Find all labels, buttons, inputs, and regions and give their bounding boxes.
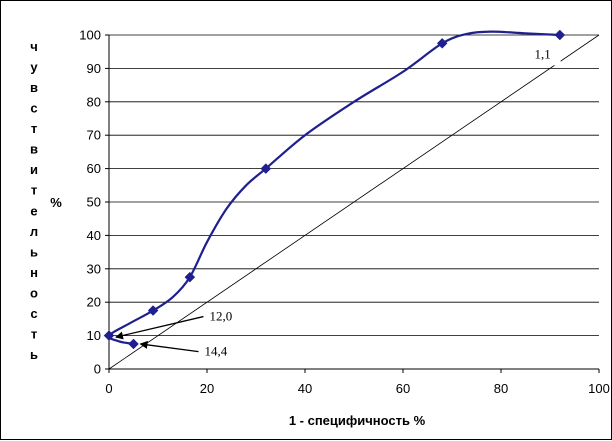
series-layer: [103, 29, 566, 350]
y-axis-title-letter: т: [31, 183, 37, 198]
x-tick-label: 20: [200, 381, 214, 396]
data-point-marker: [184, 271, 196, 283]
annotations: 1,1 12,0 14,4: [115, 43, 561, 359]
y-axis-title-letter: т: [31, 326, 37, 341]
y-axis-title-letter: с: [30, 101, 37, 116]
annotation-arrow: [115, 315, 204, 340]
x-tick-label: 0: [105, 381, 112, 396]
y-tick-label: 40: [87, 228, 101, 243]
y-tick-label: 70: [87, 128, 101, 143]
y-tick-label: 50: [87, 195, 101, 210]
x-axis-title: 1 - специфичность %: [289, 413, 426, 428]
y-axis-title-letter: е: [30, 203, 37, 218]
y-tick-label: 0: [94, 362, 101, 377]
annotation-label: 12,0: [209, 309, 232, 324]
data-point-marker: [103, 330, 115, 341]
y-axis-title-letter: с: [30, 306, 37, 321]
series-line: [107, 30, 560, 346]
y-axis-title-letter: о: [30, 285, 38, 300]
y-axis-unit: %: [50, 195, 62, 210]
diagonal-line: [108, 34, 600, 370]
annotation-label: 14,4: [205, 344, 228, 359]
data-point-marker: [147, 305, 159, 316]
y-tick-label: 30: [87, 261, 101, 276]
reference-diagonal: [108, 34, 600, 370]
y-axis-title-letter: н: [30, 265, 38, 280]
tick-labels: 0 10 20 30 40 50 60 70 80 90 100 0 20 40 60 80 100: [79, 28, 610, 397]
annotation-box: [524, 43, 561, 66]
grid-lines: [109, 34, 599, 337]
y-axis-title-letter: ь: [30, 347, 38, 362]
y-axis-title-letter: ь: [30, 244, 38, 259]
y-axis-title-letter: л: [30, 224, 38, 239]
y-tick-label: 10: [87, 328, 101, 343]
data-point-marker: [128, 338, 139, 350]
y-tick-label: 90: [87, 61, 101, 76]
x-tick-label: 60: [396, 381, 410, 396]
x-tick-label: 40: [298, 381, 312, 396]
y-axis-title-letter: и: [30, 162, 38, 177]
annotation-label: 1,1: [535, 46, 551, 61]
y-tick-label: 100: [79, 28, 101, 43]
annotation-arrow: [139, 340, 199, 353]
y-tick-label: 80: [87, 94, 101, 109]
y-axis-title-letter: ч: [30, 39, 38, 54]
y-axis-title-letter: у: [30, 60, 38, 75]
y-axis-title-letter: т: [31, 121, 37, 136]
x-tick-label: 80: [494, 381, 508, 396]
y-axis-title-letter: в: [30, 80, 38, 95]
y-tick-label: 20: [87, 295, 101, 310]
y-tick-label: 60: [87, 161, 101, 176]
data-point-marker: [554, 29, 566, 41]
data-point-marker: [436, 37, 448, 49]
y-axis-title-letter: в: [30, 142, 38, 157]
data-point-marker: [260, 163, 272, 174]
x-tick-label: 100: [588, 381, 610, 396]
